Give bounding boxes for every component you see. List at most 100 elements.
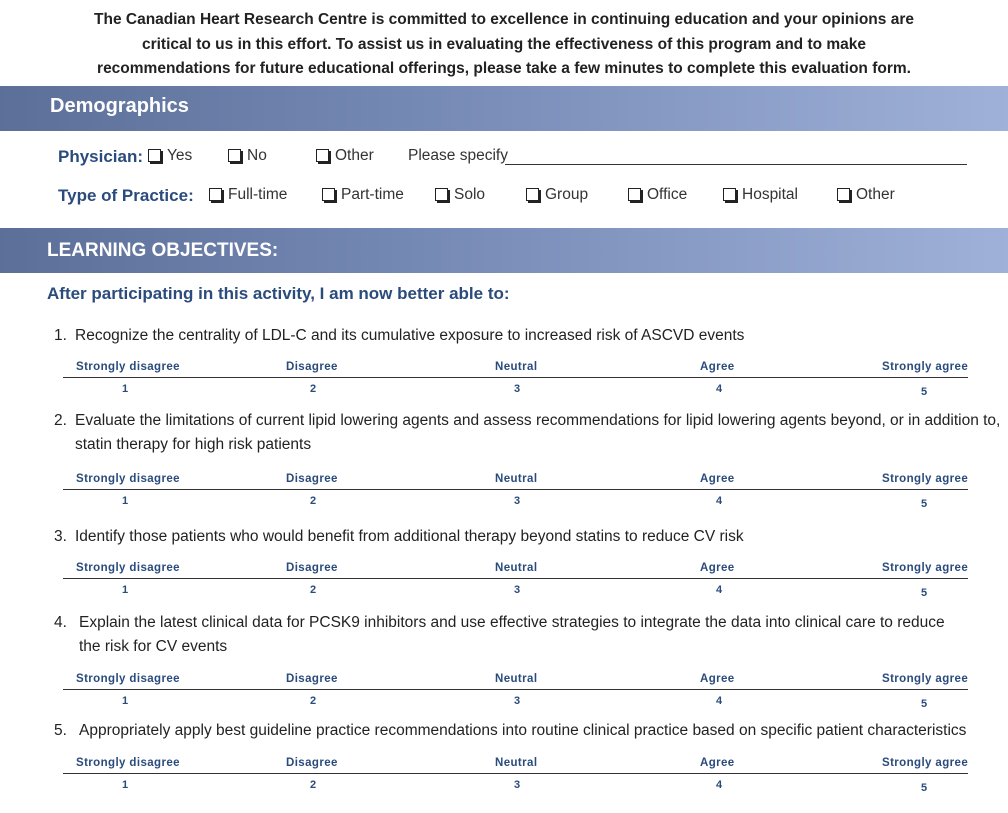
objective-number: 5. <box>54 722 67 739</box>
scale-label: Strongly disagree <box>76 757 180 769</box>
scale-number[interactable]: 4 <box>716 779 723 791</box>
checkbox-icon[interactable] <box>723 187 736 201</box>
scale-label: Disagree <box>286 757 338 769</box>
scale-number[interactable]: 5 <box>921 782 928 794</box>
scale-number[interactable]: 5 <box>921 386 928 398</box>
scale-label: Disagree <box>286 473 338 485</box>
intro-line: The Canadian Heart Research Centre is co… <box>94 11 914 28</box>
specify-label: Please specify <box>408 147 508 164</box>
demographics-header: Demographics <box>0 86 1008 131</box>
scale-number[interactable]: 1 <box>122 695 129 707</box>
checkbox-icon[interactable] <box>228 148 241 162</box>
scale-number[interactable]: 2 <box>310 695 317 707</box>
scale-number[interactable]: 4 <box>716 695 723 707</box>
objective-text: Evaluate the limitations of current lipi… <box>75 412 1001 429</box>
scale-number[interactable]: 5 <box>921 698 928 710</box>
rating-scale[interactable]: Strongly disagree Disagree Neutral Agree… <box>63 562 968 602</box>
scale-number[interactable]: 4 <box>716 584 723 596</box>
scale-number[interactable]: 3 <box>514 779 521 791</box>
objective-text: Recognize the centrality of LDL-C and it… <box>75 327 745 344</box>
demographics-title: Demographics <box>50 95 189 117</box>
objective-number: 2. <box>54 412 67 429</box>
scale-rule <box>63 773 968 774</box>
rating-scale[interactable]: Strongly disagree Disagree Neutral Agree… <box>63 673 968 713</box>
intro-paragraph: The Canadian Heart Research Centre is co… <box>0 8 1008 82</box>
scale-number[interactable]: 5 <box>921 587 928 599</box>
scale-label: Strongly disagree <box>76 361 180 373</box>
practice-option-group[interactable]: Group <box>526 186 588 204</box>
scale-label: Agree <box>700 562 735 574</box>
scale-label: Strongly disagree <box>76 562 180 574</box>
scale-number[interactable]: 1 <box>122 383 129 395</box>
scale-label: Disagree <box>286 673 338 685</box>
rating-scale[interactable]: Strongly disagree Disagree Neutral Agree… <box>63 757 968 797</box>
scale-label: Strongly agree <box>882 673 969 685</box>
scale-label: Neutral <box>495 757 538 769</box>
learning-objectives-header: LEARNING OBJECTIVES: <box>0 228 1008 273</box>
intro-line: recommendations for future educational o… <box>97 60 911 77</box>
practice-option-full-time[interactable]: Full-time <box>209 186 287 204</box>
scale-label: Strongly agree <box>882 361 969 373</box>
physician-row: Physician: Yes No Other Please specify <box>58 147 968 171</box>
scale-label: Disagree <box>286 361 338 373</box>
practice-option-hospital[interactable]: Hospital <box>723 186 798 204</box>
practice-label: Type of Practice: <box>58 186 194 205</box>
scale-number[interactable]: 3 <box>514 695 521 707</box>
learning-objectives-title: LEARNING OBJECTIVES: <box>47 240 279 261</box>
scale-label: Agree <box>700 757 735 769</box>
scale-label: Strongly agree <box>882 473 969 485</box>
scale-label: Strongly agree <box>882 562 969 574</box>
rating-scale[interactable]: Strongly disagree Disagree Neutral Agree… <box>63 473 968 513</box>
objective-text: the risk for CV events <box>79 638 228 655</box>
scale-number[interactable]: 4 <box>716 495 723 507</box>
scale-number[interactable]: 1 <box>122 779 129 791</box>
scale-label: Neutral <box>495 673 538 685</box>
objective-item: 2. Evaluate the limitations of current l… <box>54 409 1000 457</box>
scale-rule <box>63 489 968 490</box>
scale-label: Agree <box>700 361 735 373</box>
checkbox-icon[interactable] <box>322 187 335 201</box>
practice-option-other[interactable]: Other <box>837 186 895 204</box>
scale-number[interactable]: 2 <box>310 584 317 596</box>
checkbox-icon[interactable] <box>837 187 850 201</box>
scale-label: Strongly agree <box>882 757 969 769</box>
checkbox-icon[interactable] <box>209 187 222 201</box>
physician-option-other[interactable]: Other <box>316 147 374 165</box>
checkbox-icon[interactable] <box>526 187 539 201</box>
scale-number[interactable]: 2 <box>310 495 317 507</box>
scale-label: Neutral <box>495 361 538 373</box>
scale-label: Strongly disagree <box>76 473 180 485</box>
scale-label: Neutral <box>495 473 538 485</box>
scale-number[interactable]: 5 <box>921 498 928 510</box>
scale-rule <box>63 578 968 579</box>
objective-number: 3. <box>54 528 67 545</box>
scale-number[interactable]: 2 <box>310 779 317 791</box>
scale-label: Neutral <box>495 562 538 574</box>
scale-number[interactable]: 4 <box>716 383 723 395</box>
scale-number[interactable]: 2 <box>310 383 317 395</box>
scale-number[interactable]: 3 <box>514 495 521 507</box>
objective-text: Appropriately apply best guideline pract… <box>79 722 967 739</box>
scale-number[interactable]: 1 <box>122 584 129 596</box>
checkbox-icon[interactable] <box>316 148 329 162</box>
practice-option-part-time[interactable]: Part-time <box>322 186 404 204</box>
rating-scale[interactable]: Strongly disagree Disagree Neutral Agree… <box>63 361 968 401</box>
practice-option-office[interactable]: Office <box>628 186 687 204</box>
physician-option-yes[interactable]: Yes <box>148 147 192 165</box>
scale-number[interactable]: 3 <box>514 383 521 395</box>
scale-rule <box>63 689 968 690</box>
scale-rule <box>63 377 968 378</box>
objective-item: 4. Explain the latest clinical data for … <box>54 611 974 659</box>
objective-text: Explain the latest clinical data for PCS… <box>79 614 945 631</box>
specify-input-line[interactable] <box>505 164 967 165</box>
practice-option-solo[interactable]: Solo <box>435 186 485 204</box>
scale-number[interactable]: 3 <box>514 584 521 596</box>
checkbox-icon[interactable] <box>435 187 448 201</box>
intro-line: critical to us in this effort. To assist… <box>141 35 867 53</box>
checkbox-icon[interactable] <box>148 148 161 162</box>
objective-text: Identify those patients who would benefi… <box>75 528 744 545</box>
scale-label: Strongly disagree <box>76 673 180 685</box>
checkbox-icon[interactable] <box>628 187 641 201</box>
scale-number[interactable]: 1 <box>122 495 129 507</box>
physician-option-no[interactable]: No <box>228 147 267 165</box>
